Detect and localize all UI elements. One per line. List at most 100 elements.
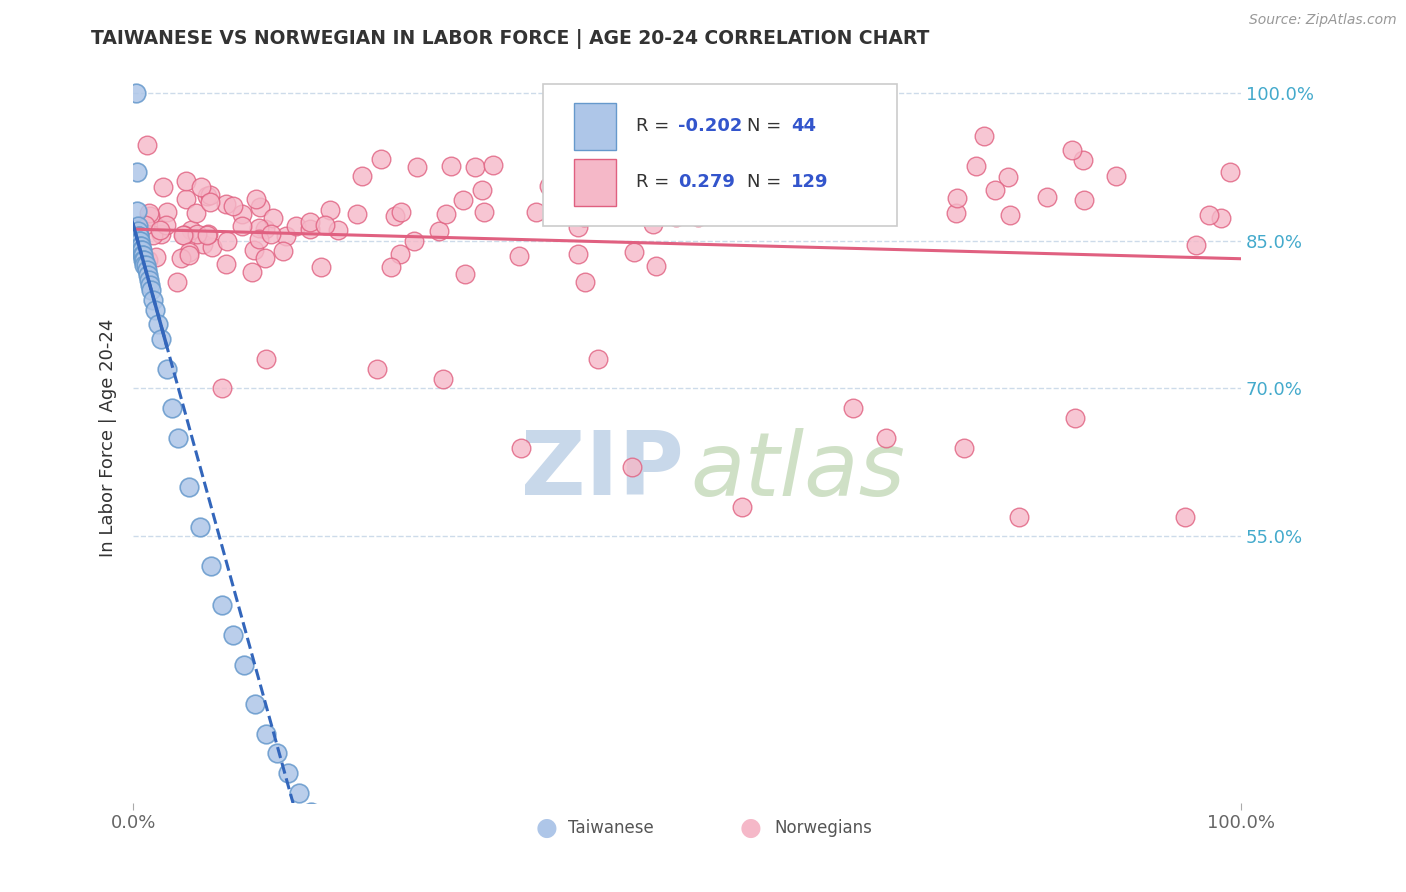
Point bbox=[254, 726, 277, 740]
Point bbox=[298, 214, 321, 228]
Point bbox=[200, 558, 222, 573]
Text: ●: ● bbox=[740, 815, 761, 839]
Point bbox=[142, 228, 165, 243]
Point bbox=[647, 186, 669, 200]
Point bbox=[215, 257, 238, 271]
Point bbox=[945, 191, 967, 205]
Point bbox=[174, 174, 197, 188]
Point bbox=[641, 218, 664, 232]
Point bbox=[197, 227, 219, 241]
FancyBboxPatch shape bbox=[543, 84, 897, 227]
Point bbox=[681, 181, 703, 195]
Point bbox=[731, 500, 754, 514]
Point bbox=[177, 245, 200, 260]
Point bbox=[184, 206, 207, 220]
Text: -0.202: -0.202 bbox=[678, 117, 742, 136]
Point bbox=[188, 519, 211, 533]
Point bbox=[136, 253, 159, 268]
Point bbox=[664, 210, 686, 224]
Point bbox=[177, 248, 200, 262]
Point bbox=[136, 268, 159, 282]
Point bbox=[260, 227, 283, 241]
Point bbox=[139, 277, 162, 292]
Point bbox=[125, 204, 148, 219]
Point bbox=[402, 234, 425, 248]
Point bbox=[138, 206, 160, 220]
Point bbox=[128, 234, 150, 248]
Point bbox=[186, 227, 208, 241]
Point bbox=[180, 223, 202, 237]
Point bbox=[945, 206, 967, 220]
Point bbox=[620, 460, 643, 475]
Point bbox=[454, 267, 477, 281]
Point bbox=[215, 197, 238, 211]
Point bbox=[195, 189, 218, 203]
Point bbox=[134, 253, 156, 268]
Point bbox=[222, 199, 245, 213]
Point bbox=[138, 273, 160, 287]
Point bbox=[427, 224, 450, 238]
Text: ZIP: ZIP bbox=[522, 427, 683, 514]
Text: 0.279: 0.279 bbox=[678, 173, 735, 192]
Text: Norwegians: Norwegians bbox=[775, 819, 872, 837]
Point bbox=[808, 202, 831, 216]
Point bbox=[464, 160, 486, 174]
Point bbox=[1062, 143, 1084, 157]
Point bbox=[953, 441, 976, 455]
Point bbox=[132, 253, 155, 268]
Point bbox=[322, 825, 344, 839]
Point bbox=[440, 159, 463, 173]
Point bbox=[789, 169, 811, 184]
Point bbox=[211, 382, 233, 396]
Point bbox=[135, 263, 157, 277]
Point bbox=[155, 361, 177, 376]
Text: 44: 44 bbox=[792, 117, 815, 136]
Point bbox=[215, 234, 238, 248]
Point bbox=[1185, 237, 1208, 252]
Text: TAIWANESE VS NORWEGIAN IN LABOR FORCE | AGE 20-24 CORRELATION CHART: TAIWANESE VS NORWEGIAN IN LABOR FORCE | … bbox=[91, 29, 929, 48]
Point bbox=[266, 747, 288, 761]
Text: N =: N = bbox=[747, 117, 787, 136]
Point bbox=[150, 227, 173, 242]
Point bbox=[973, 128, 995, 143]
Point bbox=[170, 251, 193, 265]
Point bbox=[1219, 165, 1241, 179]
Text: N =: N = bbox=[747, 173, 787, 192]
Point bbox=[567, 246, 589, 260]
Point bbox=[276, 228, 298, 243]
Point bbox=[138, 209, 160, 223]
Point bbox=[231, 219, 253, 233]
Point bbox=[222, 628, 245, 642]
Point bbox=[842, 401, 865, 416]
Text: 129: 129 bbox=[792, 173, 828, 192]
Point bbox=[572, 211, 595, 225]
Point bbox=[190, 180, 212, 194]
Point bbox=[676, 198, 699, 212]
Point bbox=[472, 204, 495, 219]
Text: R =: R = bbox=[636, 117, 675, 136]
Point bbox=[560, 179, 582, 194]
Text: R =: R = bbox=[636, 173, 675, 192]
Point bbox=[243, 697, 266, 711]
Point bbox=[299, 805, 322, 820]
Point bbox=[370, 152, 392, 166]
Point bbox=[965, 159, 987, 173]
Point bbox=[200, 195, 222, 210]
Point bbox=[247, 220, 270, 235]
Point bbox=[231, 207, 253, 221]
Point bbox=[560, 205, 582, 219]
Point bbox=[254, 351, 277, 366]
Point bbox=[134, 258, 156, 272]
Point bbox=[645, 259, 668, 273]
Point bbox=[588, 351, 610, 366]
Point bbox=[155, 219, 177, 233]
Point bbox=[145, 302, 167, 317]
Point bbox=[160, 401, 183, 416]
Point bbox=[432, 371, 454, 385]
Point bbox=[173, 227, 195, 242]
Point bbox=[481, 158, 503, 172]
Point bbox=[1071, 153, 1094, 167]
Point bbox=[176, 192, 198, 206]
Point bbox=[129, 234, 152, 248]
Point bbox=[277, 766, 299, 780]
